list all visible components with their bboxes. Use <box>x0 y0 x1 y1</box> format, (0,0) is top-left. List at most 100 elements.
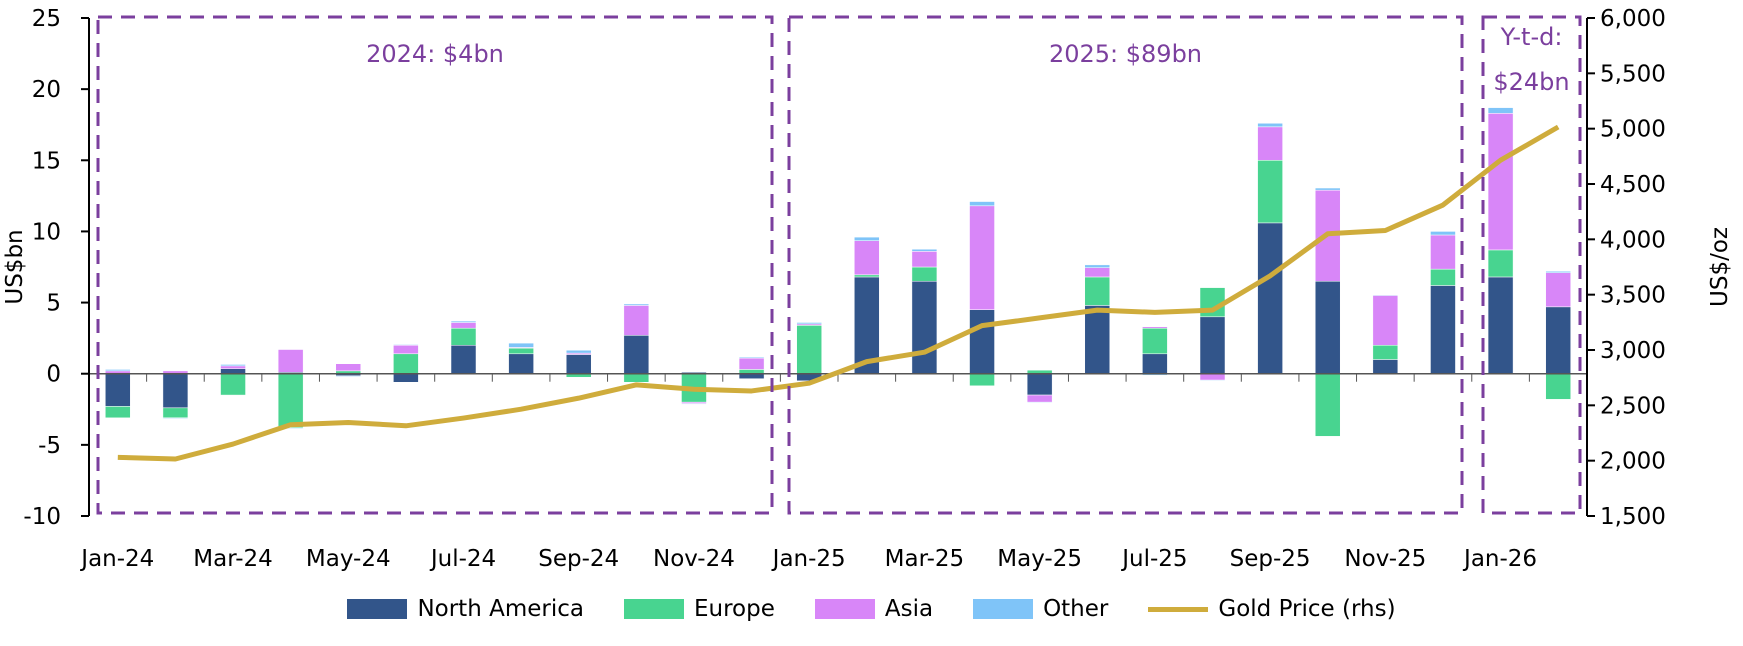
y-tick-label-left: 25 <box>32 6 61 32</box>
legend-label: North America <box>417 596 584 622</box>
x-tick-label: Jul-25 <box>1120 546 1187 572</box>
bar-north-america-jan-24 <box>105 373 131 407</box>
bar-europe-jan-25 <box>796 325 822 374</box>
bar-north-america-jul-25 <box>1142 353 1168 374</box>
legend-swatch-europe <box>623 599 684 619</box>
bar-other-oct-24 <box>623 303 650 306</box>
bar-north-america-jun-25 <box>1084 305 1111 374</box>
legend-item-other: Other <box>973 596 1108 622</box>
bar-asia-dec-25 <box>1430 234 1456 270</box>
bar-asia-jun-25 <box>1084 267 1111 278</box>
bar-asia-jan-26 <box>1487 113 1514 251</box>
bar-europe-oct-25 <box>1314 373 1341 437</box>
bar-asia-may-24 <box>335 363 362 372</box>
bar-north-america-feb-24 <box>162 373 189 409</box>
bar-other-mar-25 <box>911 248 938 252</box>
bar-europe-jan-24 <box>105 406 131 419</box>
x-tick-label: May-25 <box>997 546 1082 572</box>
bar-europe-jan-26 <box>1487 249 1514 278</box>
y-tick-label-right: 5,000 <box>1600 117 1666 143</box>
bar-north-america-feb-26 <box>1545 306 1571 374</box>
y-tick-label-right: 3,000 <box>1600 338 1666 364</box>
legend-item-north-america: North America <box>347 596 584 622</box>
bar-other-jan-26 <box>1487 107 1514 114</box>
bar-other-may-24 <box>335 375 362 377</box>
bar-other-apr-25 <box>969 201 995 207</box>
bar-asia-jul-24 <box>450 322 477 329</box>
bar-other-oct-25 <box>1314 187 1341 191</box>
bar-other-sep-25 <box>1257 123 1283 128</box>
bar-other-mar-24 <box>220 364 246 367</box>
bar-north-america-apr-25 <box>969 309 995 374</box>
y-tick-label-left: 0 <box>46 362 61 388</box>
y-axis-title-left: US$bn <box>2 229 28 304</box>
bar-europe-feb-24 <box>162 407 189 419</box>
bar-other-dec-25 <box>1430 231 1456 236</box>
legend-label: Gold Price (rhs) <box>1218 596 1396 622</box>
bar-asia-jul-25 <box>1142 326 1168 329</box>
legend-label: Europe <box>693 596 775 622</box>
legend-swatch-north-america <box>347 599 408 619</box>
bar-europe-sep-25 <box>1257 160 1283 224</box>
bar-north-america-mar-25 <box>911 280 938 374</box>
legend-item-asia: Asia <box>814 596 934 622</box>
bar-north-america-may-25 <box>1026 373 1053 396</box>
annotation-label: $24bn <box>1493 68 1569 96</box>
bar-europe-oct-24 <box>623 373 650 383</box>
bar-other-feb-26 <box>1545 271 1571 273</box>
legend-swatch-asia <box>814 599 875 619</box>
y-tick-label-right: 2,000 <box>1600 449 1666 475</box>
bar-europe-feb-25 <box>854 274 880 278</box>
bar-other-nov-25 <box>1372 294 1399 296</box>
bar-other-jan-25 <box>796 322 822 325</box>
legend: North America Europe Asia Other Gold Pri… <box>0 596 1743 622</box>
bar-other-jun-24 <box>393 344 419 346</box>
annotation-box <box>1481 15 1582 515</box>
x-tick-label: Jan-25 <box>771 546 846 572</box>
y-tick-label-right: 4,000 <box>1600 227 1666 253</box>
bar-north-america-jan-26 <box>1487 276 1514 374</box>
bar-north-america-sep-25 <box>1257 222 1283 374</box>
annotation-label: 2025: $89bn <box>1049 40 1202 68</box>
y-tick-label-left: 5 <box>46 291 61 317</box>
y-tick-label-right: 1,500 <box>1600 504 1666 530</box>
bar-asia-nov-25 <box>1372 295 1399 346</box>
bar-other-dec-24 <box>738 356 765 359</box>
x-tick-label: Jan-24 <box>79 546 154 572</box>
bar-north-america-jul-24 <box>450 345 477 374</box>
x-tick-label: Sep-24 <box>538 546 619 572</box>
bar-other-feb-24 <box>162 417 189 419</box>
bar-other-jun-25 <box>1084 264 1111 268</box>
y-tick-label-left: 20 <box>32 77 61 103</box>
bar-other-jan-24 <box>105 369 131 372</box>
legend-item-europe: Europe <box>623 596 775 622</box>
bar-north-america-aug-25 <box>1199 316 1226 374</box>
bar-other-nov-24 <box>681 403 707 405</box>
bar-asia-apr-24 <box>277 349 304 373</box>
bar-europe-mar-24 <box>220 373 246 396</box>
x-tick-label: Jul-24 <box>429 546 496 572</box>
bar-europe-jul-24 <box>450 327 477 346</box>
bar-asia-feb-26 <box>1545 272 1571 308</box>
annotation-label: 2024: $4bn <box>366 40 504 68</box>
bar-asia-mar-24 <box>220 365 246 369</box>
legend-swatch-gold-price <box>1148 606 1209 612</box>
bar-asia-dec-24 <box>738 357 765 370</box>
bar-asia-oct-24 <box>623 305 650 336</box>
legend-label: Asia <box>884 596 934 622</box>
annotation-box <box>787 15 1464 515</box>
x-tick-label: Jan-26 <box>1462 546 1537 572</box>
y-tick-label-left: -5 <box>38 433 61 459</box>
bar-europe-dec-25 <box>1430 268 1456 286</box>
bar-asia-may-25 <box>1026 394 1053 403</box>
y-tick-label-right: 5,500 <box>1600 61 1666 87</box>
bar-europe-apr-25 <box>969 373 995 387</box>
bar-asia-jun-24 <box>393 345 419 355</box>
y-tick-label-left: 10 <box>32 219 61 245</box>
bar-north-america-oct-25 <box>1314 280 1341 374</box>
bar-north-america-jun-24 <box>393 373 419 383</box>
bar-europe-jun-24 <box>393 353 419 374</box>
annotation-box <box>96 15 774 515</box>
bar-north-america-sep-24 <box>565 354 592 374</box>
